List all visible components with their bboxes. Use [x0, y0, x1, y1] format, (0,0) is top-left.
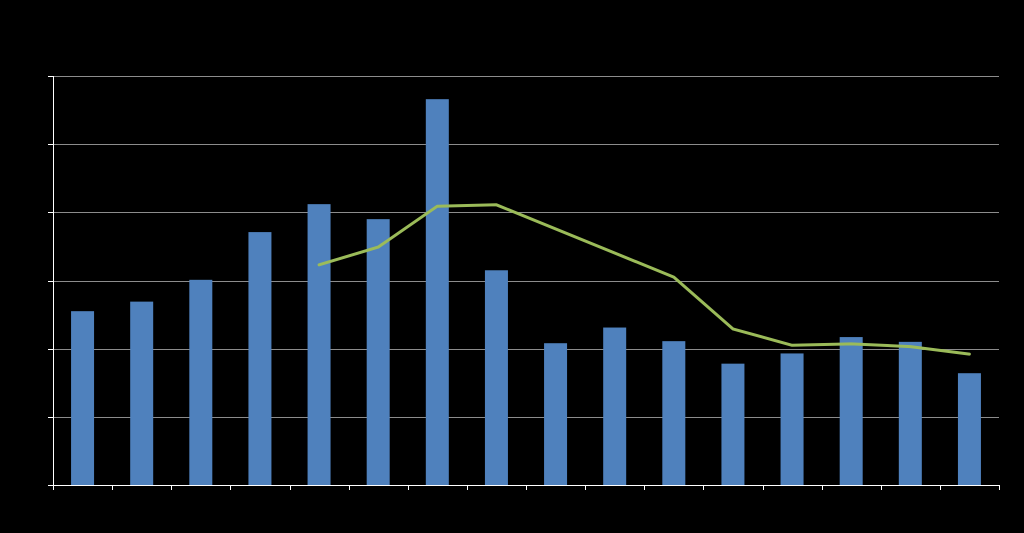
bar	[721, 363, 745, 485]
bar	[957, 373, 981, 485]
bar	[189, 279, 213, 485]
bar	[425, 99, 449, 485]
line-series	[317, 203, 971, 356]
line-path	[317, 203, 971, 356]
bar	[662, 341, 686, 485]
bar	[898, 341, 922, 485]
bar	[248, 232, 272, 485]
bar	[307, 204, 331, 486]
bar	[603, 327, 627, 485]
bar	[366, 219, 390, 485]
bar	[130, 301, 154, 485]
bar-series	[71, 99, 981, 486]
bar	[839, 337, 863, 485]
axes	[48, 76, 1000, 490]
bar	[780, 353, 804, 485]
bar	[484, 270, 508, 485]
bar	[71, 311, 95, 485]
bar	[544, 343, 568, 485]
